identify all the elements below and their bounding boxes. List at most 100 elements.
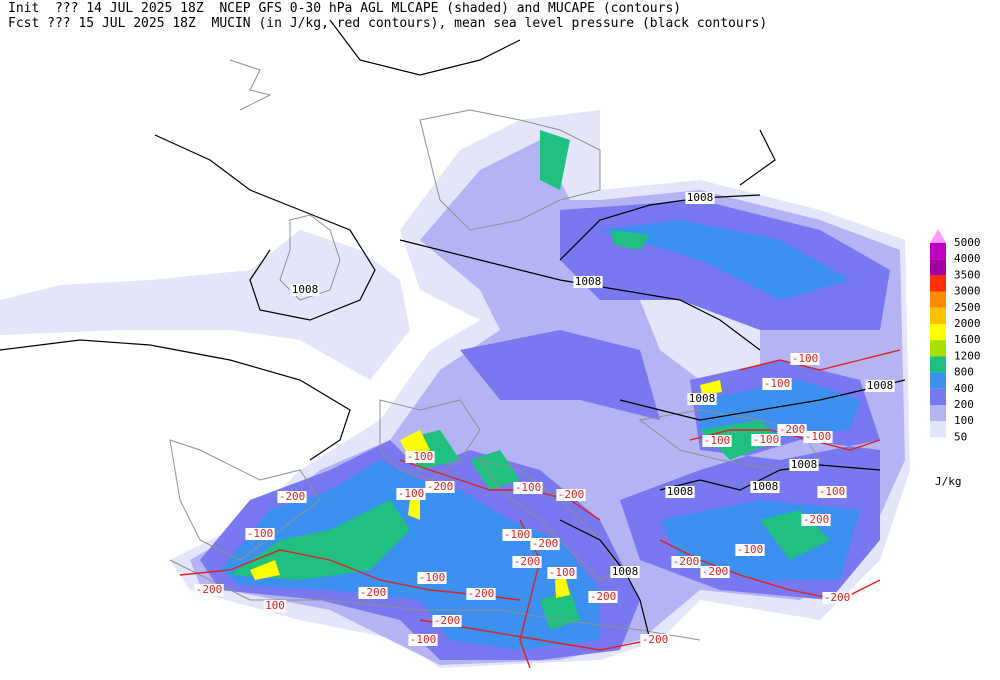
label-backing [671, 556, 701, 568]
colorbar-label: 5000 [954, 236, 981, 249]
contour-label: 1008 [667, 485, 694, 498]
isobar [659, 464, 881, 491]
contour-label: -100 [805, 430, 832, 443]
shade-800 [230, 130, 830, 630]
coastline [279, 214, 341, 301]
label-backing [396, 488, 426, 500]
label-backing [789, 459, 819, 471]
label-backing [700, 566, 730, 578]
contour-label: -200 [434, 614, 461, 627]
contour-label: -100 [407, 450, 434, 463]
label-backing [556, 489, 586, 501]
contour-label: 1008 [867, 379, 894, 392]
colorbar-label: 3000 [954, 285, 981, 298]
contour-label: -100 [792, 352, 819, 365]
contour-label: -100 [737, 543, 764, 556]
colorbar-label: 50 [954, 430, 967, 443]
isobar [739, 129, 776, 186]
label-backing [801, 514, 831, 526]
colorbar-swatch [930, 421, 946, 438]
colorbar-swatch [930, 372, 946, 389]
contour-label: -100 [398, 487, 425, 500]
label-backing [530, 538, 560, 550]
label-backing [588, 591, 618, 603]
contour-label: -200 [468, 587, 495, 600]
label-backing [865, 380, 895, 392]
label-backing [610, 566, 640, 578]
label-backing [513, 482, 543, 494]
label-backing [245, 528, 275, 540]
isobar [559, 194, 761, 261]
contour-label: 1008 [292, 283, 319, 296]
contour-label: -200 [514, 555, 541, 568]
contour-label: 1008 [687, 191, 714, 204]
colorbar-swatch [930, 307, 946, 324]
isobar [329, 19, 521, 76]
label-backing [408, 634, 438, 646]
colorbar-label: 1200 [954, 349, 981, 362]
label-backing [263, 600, 287, 612]
colorbar-swatch [930, 388, 946, 405]
cape-shading [0, 110, 910, 668]
contour-label: -200 [590, 590, 617, 603]
colorbar-label: 800 [954, 366, 974, 379]
contour-label: -200 [360, 586, 387, 599]
coastline [229, 59, 272, 111]
contour-label: -100 [504, 528, 531, 541]
contour-label: -200 [673, 555, 700, 568]
label-backing [685, 192, 715, 204]
label-backing [687, 393, 717, 405]
label-backing [735, 544, 765, 556]
shade-400 [600, 220, 860, 580]
colorbar-label: 2500 [954, 301, 981, 314]
contour-label: -200 [702, 565, 729, 578]
colorbar-unit: J/kg [935, 475, 962, 488]
coastline [169, 439, 321, 561]
label-backing [665, 486, 695, 498]
label-backing [405, 451, 435, 463]
contour-label: -200 [824, 591, 851, 604]
colorbar-swatch [930, 405, 946, 422]
contour-label: 1008 [575, 275, 602, 288]
contour-label: -200 [779, 423, 806, 436]
contour-label: -100 [549, 566, 576, 579]
label-backing [547, 567, 577, 579]
coastline [638, 409, 821, 471]
label-backing [432, 615, 462, 627]
contour-label: -100 [704, 434, 731, 447]
label-backing [466, 588, 496, 600]
colorbar-swatch [930, 243, 946, 260]
label-backing [822, 592, 852, 604]
coastline [379, 399, 481, 481]
colorbar-label: 1600 [954, 333, 981, 346]
isobar [0, 339, 351, 461]
label-backing [803, 431, 833, 443]
contour-label: 1008 [612, 565, 639, 578]
contour-label: -100 [410, 633, 437, 646]
colorbar-swatch [930, 340, 946, 357]
colorbar-swatch [930, 356, 946, 373]
colorbar-arrow [930, 229, 946, 243]
isobars [0, 19, 906, 641]
contour-label: -100 [247, 527, 274, 540]
label-backing [358, 587, 388, 599]
colorbar-swatch [930, 259, 946, 276]
coastline [419, 109, 601, 231]
colorbar-label: 100 [954, 414, 974, 427]
colorbar-label: 2000 [954, 317, 981, 330]
label-backing [417, 572, 447, 584]
contour-label: -200 [196, 583, 223, 596]
header-line: Init ??? 14 JUL 2025 18Z NCEP GFS 0-30 h… [8, 1, 682, 16]
contour-label: -100 [819, 485, 846, 498]
colorbar-swatch [930, 324, 946, 341]
isobar [154, 134, 376, 321]
colorbar: 5000 4000 3500 3000 2500 2000 1600 1200 800 400 20… [930, 229, 981, 488]
label-backing [777, 424, 807, 436]
label-backing [751, 434, 781, 446]
contour-label: -100 [419, 571, 446, 584]
label-backing [425, 481, 455, 493]
label-backing [817, 486, 847, 498]
colorbar-label: 400 [954, 382, 974, 395]
